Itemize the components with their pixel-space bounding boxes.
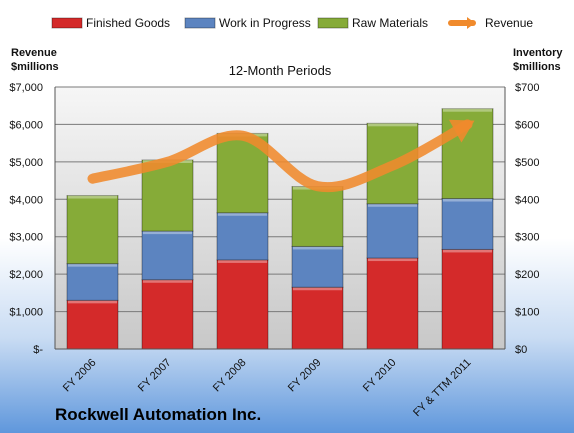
right-tick-label: $500 <box>515 157 539 169</box>
bar-highlight <box>218 259 267 263</box>
bar-finished-goods <box>441 248 494 350</box>
bar-highlight <box>368 123 417 127</box>
left-tick-label: $5,000 <box>9 157 43 169</box>
left-tick-label: $- <box>33 344 43 356</box>
bar-work-in-progress <box>141 230 194 281</box>
bar-highlight <box>293 246 342 250</box>
legend-swatch-raw-materials <box>317 17 349 29</box>
bar-finished-goods <box>216 259 269 350</box>
bar-raw-materials <box>291 186 344 247</box>
bar-highlight <box>143 279 192 283</box>
bar-finished-goods <box>66 299 119 350</box>
legend-label-raw-materials: Raw Materials <box>352 16 428 30</box>
bar-highlight <box>443 198 492 202</box>
gridlines <box>55 86 505 313</box>
legend-swatch-finished-goods <box>51 17 83 29</box>
bar-work-in-progress <box>66 263 119 301</box>
left-axis-title: Revenue $millions <box>11 47 59 73</box>
bar-highlight <box>68 300 117 304</box>
revenue-line <box>87 119 473 193</box>
left-tick-label: $2,000 <box>9 269 43 281</box>
legend-label-finished-goods: Finished Goods <box>86 16 170 30</box>
bar-raw-materials <box>141 159 194 232</box>
right-tick-label: $700 <box>515 82 539 94</box>
bar-work-in-progress <box>441 198 494 250</box>
bar-finished-goods <box>366 257 419 350</box>
bar-highlight <box>143 231 192 235</box>
left-tick-label: $1,000 <box>9 307 43 319</box>
bar-highlight <box>368 258 417 262</box>
bar-highlight <box>218 212 267 216</box>
bar-highlight <box>68 195 117 199</box>
right-tick-label: $100 <box>515 307 539 319</box>
bar-highlight <box>293 287 342 291</box>
left-tick-label: $4,000 <box>9 194 43 206</box>
legend-label-revenue: Revenue <box>485 16 533 30</box>
right-tick-label: $600 <box>515 119 539 131</box>
company-name: Rockwell Automation Inc. <box>55 405 261 424</box>
bar-work-in-progress <box>366 203 419 259</box>
right-tick-label: $0 <box>515 344 527 356</box>
bar-highlight <box>443 249 492 253</box>
left-tick-label: $3,000 <box>9 232 43 244</box>
bar-highlight <box>68 263 117 267</box>
chart-title: 12-Month Periods <box>229 63 332 78</box>
right-tick-label: $200 <box>515 269 539 281</box>
bar-finished-goods <box>141 279 194 350</box>
bar-work-in-progress <box>291 245 344 288</box>
revenue-arrowhead <box>448 119 475 143</box>
legend: Finished Goods Work in Progress Raw Materi… <box>51 16 533 30</box>
right-axis-title: Inventory $millions <box>513 47 563 73</box>
legend-label-work-in-progress: Work in Progress <box>219 16 311 30</box>
bar-highlight <box>443 108 492 112</box>
left-tick-label: $7,000 <box>9 82 43 94</box>
bar-finished-goods <box>291 286 344 350</box>
bar-raw-materials <box>66 195 119 265</box>
legend-swatch-work-in-progress <box>184 17 216 29</box>
plot-area <box>55 87 505 349</box>
left-tick-label: $6,000 <box>9 119 43 131</box>
legend-arrow-revenue <box>467 17 475 29</box>
bar-highlight <box>368 203 417 207</box>
right-tick-label: $400 <box>515 194 539 206</box>
bar-work-in-progress <box>216 212 269 261</box>
revenue-line-layer <box>87 119 475 193</box>
right-tick-label: $300 <box>515 232 539 244</box>
